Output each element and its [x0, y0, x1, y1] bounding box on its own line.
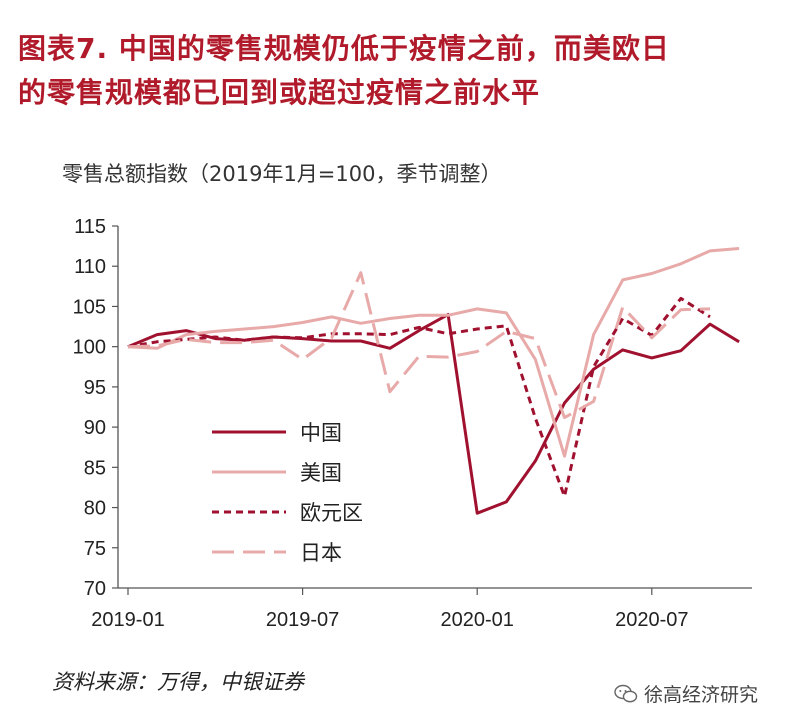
watermark: 徐高经济研究: [614, 680, 758, 707]
x-tick-label: 2020-01: [440, 609, 513, 631]
y-tick-label: 110: [74, 256, 106, 278]
series-line-0: [127, 313, 740, 515]
chart-title-line-1: 图表7. 中国的零售规模仍低于疫情之前，而美欧日: [18, 32, 670, 65]
watermark-text: 徐高经济研究: [644, 684, 759, 706]
x-tick-label: 2019-07: [266, 609, 339, 631]
y-tick-label: 105: [73, 296, 106, 318]
wechat-icon: [614, 684, 638, 702]
legend-label-0: 中国: [300, 421, 342, 445]
y-tick-label: 115: [74, 216, 106, 238]
legend-label-3: 日本: [300, 541, 342, 565]
legend-label-2: 欧元区: [300, 501, 363, 525]
series-line-2: [127, 296, 711, 498]
x-tick-label: 2019-01: [91, 609, 164, 631]
chart-title-line-2: 的零售规模都已回到或超过疫情之前水平: [18, 76, 541, 109]
source-note: 资料来源：万得，中银证券: [52, 670, 304, 694]
y-tick-label: 85: [84, 457, 106, 479]
y-tick-label: 70: [84, 578, 106, 600]
y-tick-label: 100: [73, 337, 106, 359]
chart-subtitle: 零售总额指数（2019年1月=100，季节调整）: [62, 162, 502, 186]
y-tick-label: 80: [84, 498, 106, 520]
legend-label-1: 美国: [300, 461, 342, 485]
y-tick-label: 95: [84, 377, 106, 399]
y-tick-label: 90: [84, 417, 106, 439]
series-line-1: [127, 247, 740, 458]
x-tick-label: 2020-07: [615, 609, 688, 631]
y-tick-label: 75: [84, 538, 106, 560]
series-line-3: [127, 271, 711, 419]
